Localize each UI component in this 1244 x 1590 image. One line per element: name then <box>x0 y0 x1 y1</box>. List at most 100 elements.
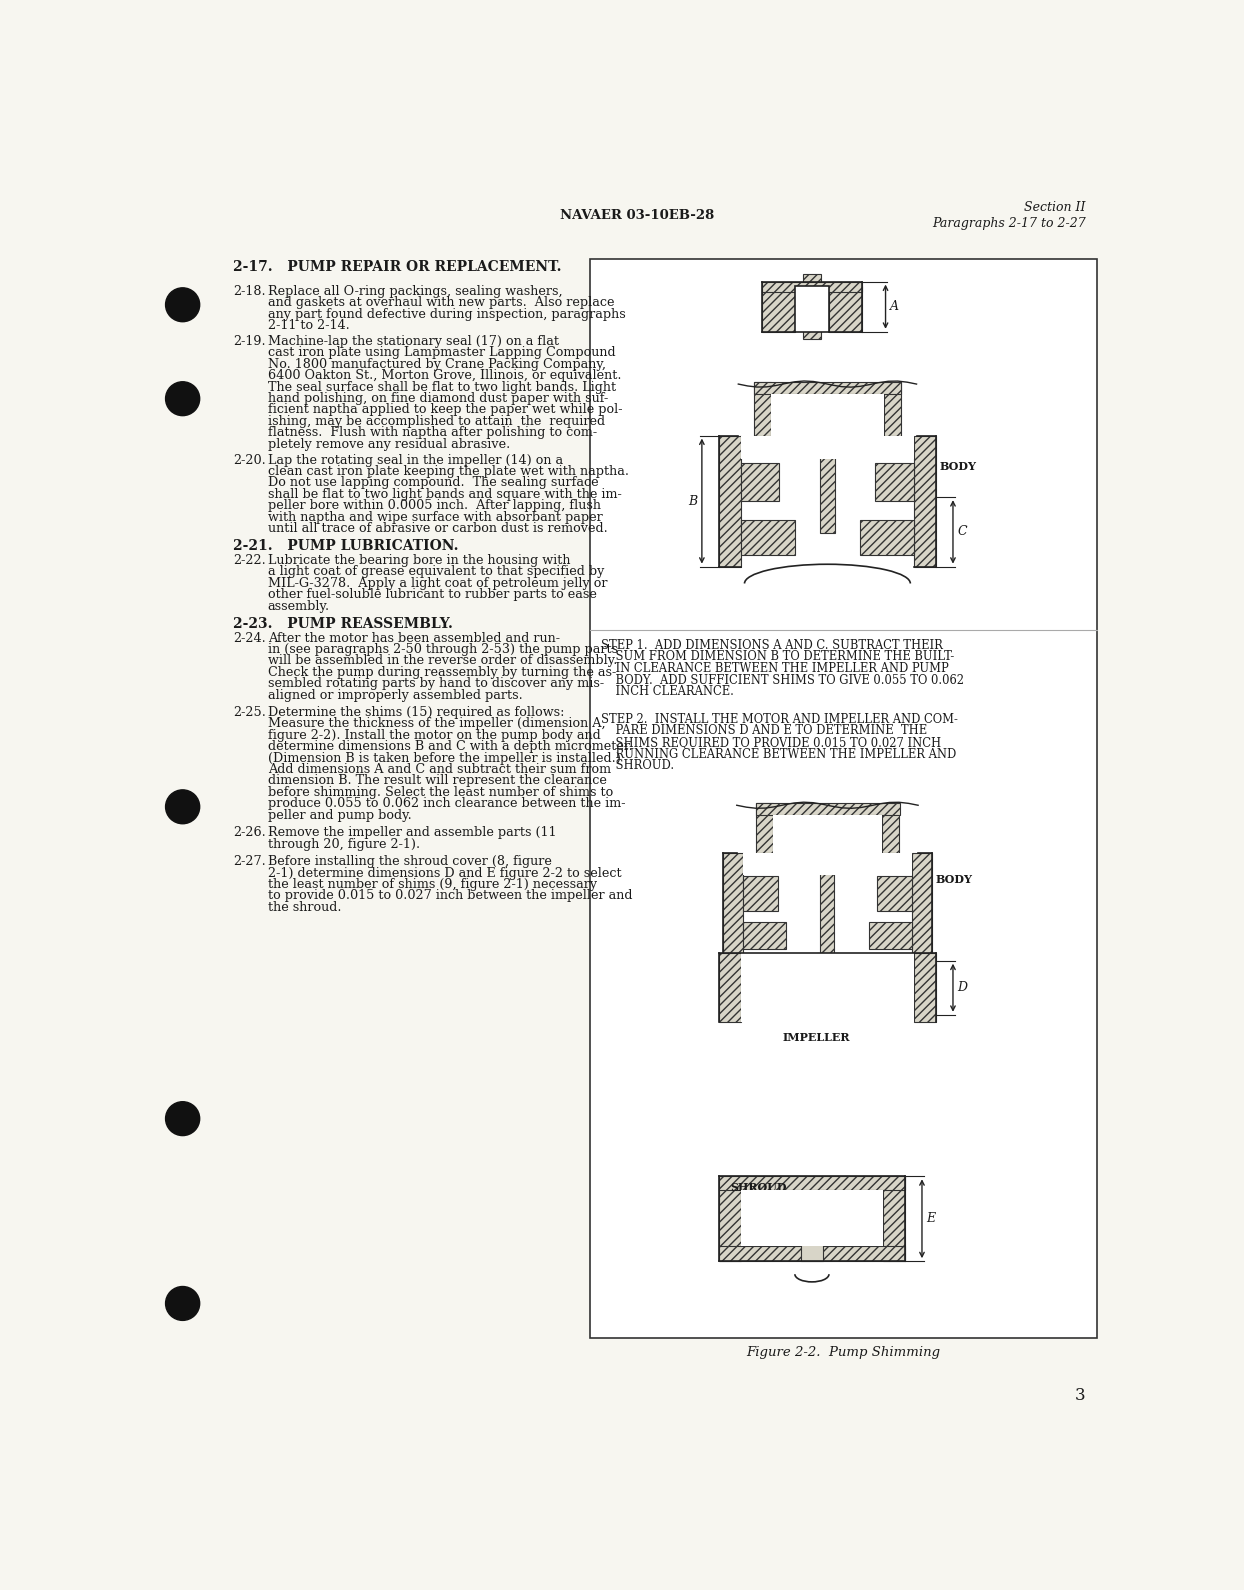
Bar <box>740 463 780 501</box>
Text: 2-23.   PUMP REASSEMBLY.: 2-23. PUMP REASSEMBLY. <box>233 617 453 631</box>
Text: ishing, may be accomplished to attain  the  required: ishing, may be accomplished to attain th… <box>267 415 605 428</box>
Text: until all trace of abrasive or carbon dust is removed.: until all trace of abrasive or carbon du… <box>267 522 607 534</box>
Text: BODY: BODY <box>939 461 977 472</box>
Bar <box>719 1245 904 1261</box>
Bar <box>740 952 914 1022</box>
Bar <box>719 952 740 1022</box>
Text: MOTOR: MOTOR <box>802 407 852 418</box>
Text: any part found defective during inspection, paragraphs: any part found defective during inspecti… <box>267 307 626 321</box>
Circle shape <box>165 382 200 415</box>
Text: Section II: Section II <box>1024 202 1086 215</box>
Text: figure 2-2). Install the motor on the pump body and: figure 2-2). Install the motor on the pu… <box>267 728 601 743</box>
Bar <box>761 281 862 293</box>
Text: determine dimensions B and C with a depth micrometer.: determine dimensions B and C with a dept… <box>267 741 633 754</box>
Bar <box>884 382 901 436</box>
Circle shape <box>165 790 200 824</box>
Bar <box>761 286 795 332</box>
Text: peller bore within 0.0005 inch.  After lapping, flush: peller bore within 0.0005 inch. After la… <box>267 499 601 512</box>
Bar <box>882 803 898 852</box>
Text: Lubricate the bearing bore in the housing with: Lubricate the bearing bore in the housin… <box>267 553 571 568</box>
Text: The seal surface shall be flat to two light bands. Light: The seal surface shall be flat to two li… <box>267 380 616 394</box>
Text: Do not use lapping compound.  The sealing surface: Do not use lapping compound. The sealing… <box>267 477 598 490</box>
Text: dimension B. The result will represent the clearance: dimension B. The result will represent t… <box>267 774 607 787</box>
Text: shall be flat to two light bands and square with the im-: shall be flat to two light bands and squ… <box>267 488 622 501</box>
Text: produce 0.055 to 0.062 inch clearance between the im-: produce 0.055 to 0.062 inch clearance be… <box>267 797 626 811</box>
Bar <box>740 436 914 460</box>
Bar <box>719 1177 740 1261</box>
Bar <box>743 852 912 874</box>
Bar <box>719 436 740 566</box>
Bar <box>756 803 899 816</box>
Bar <box>914 436 935 566</box>
Text: in (see paragraphs 2-50 through 2-53) the pump parts: in (see paragraphs 2-50 through 2-53) th… <box>267 642 618 657</box>
Text: and gaskets at overhaul with new parts.  Also replace: and gaskets at overhaul with new parts. … <box>267 296 615 308</box>
Bar <box>774 816 882 852</box>
Text: Check the pump during reassembly by turning the as-: Check the pump during reassembly by turn… <box>267 666 616 679</box>
Text: NAVAER 03-10EB-28: NAVAER 03-10EB-28 <box>561 208 714 223</box>
Text: 2-24.: 2-24. <box>233 631 266 644</box>
Text: other fuel-soluble lubricant to rubber parts to ease: other fuel-soluble lubricant to rubber p… <box>267 588 597 601</box>
Text: SHIMS REQUIRED TO PROVIDE 0.015 TO 0.027 INCH: SHIMS REQUIRED TO PROVIDE 0.015 TO 0.027… <box>601 736 942 749</box>
Bar <box>723 852 743 952</box>
Bar <box>801 1240 822 1261</box>
Bar <box>829 286 862 332</box>
Text: Replace all O-ring packings, sealing washers,: Replace all O-ring packings, sealing was… <box>267 285 562 297</box>
Text: 6400 Oakton St., Morton Grove, Illinois, or equivalent.: 6400 Oakton St., Morton Grove, Illinois,… <box>267 369 621 382</box>
Text: SHROUD: SHROUD <box>730 1181 787 1192</box>
Text: SHROUD.: SHROUD. <box>601 758 674 773</box>
Text: 2-21.   PUMP LUBRICATION.: 2-21. PUMP LUBRICATION. <box>233 539 459 553</box>
Text: Determine the shims (15) required as follows:: Determine the shims (15) required as fol… <box>267 706 565 719</box>
Text: with naptha and wipe surface with absorbant paper: with naptha and wipe surface with absorb… <box>267 510 602 523</box>
Bar <box>756 803 774 852</box>
Text: Lap the rotating seal in the impeller (14) on a: Lap the rotating seal in the impeller (1… <box>267 453 564 466</box>
Circle shape <box>165 1102 200 1135</box>
Text: Remove the impeller and assemble parts (11: Remove the impeller and assemble parts (… <box>267 827 556 840</box>
Text: the least number of shims (9, figure 2-1) necessary: the least number of shims (9, figure 2-1… <box>267 878 597 890</box>
Bar <box>877 876 912 911</box>
Text: MIL-G-3278.  Apply a light coat of petroleum jelly or: MIL-G-3278. Apply a light coat of petrol… <box>267 577 607 590</box>
Circle shape <box>165 1286 200 1320</box>
Text: 2-20.: 2-20. <box>233 453 266 466</box>
Text: cast iron plate using Lampmaster Lapping Compound: cast iron plate using Lampmaster Lapping… <box>267 347 616 359</box>
Bar <box>743 876 778 911</box>
Text: RUNNING CLEARANCE BETWEEN THE IMPELLER AND: RUNNING CLEARANCE BETWEEN THE IMPELLER A… <box>601 747 957 760</box>
Text: Figure 2-2.  Pump Shimming: Figure 2-2. Pump Shimming <box>746 1345 940 1359</box>
Text: before shimming. Select the least number of shims to: before shimming. Select the least number… <box>267 785 613 798</box>
Bar <box>771 394 884 436</box>
Text: D: D <box>958 981 968 994</box>
Bar <box>883 1177 904 1261</box>
Bar <box>802 273 821 339</box>
Bar <box>821 816 835 954</box>
Bar <box>820 394 835 533</box>
Text: PARE DIMENSIONS D AND E TO DETERMINE  THE: PARE DIMENSIONS D AND E TO DETERMINE THE <box>601 725 927 738</box>
Text: IN CLEARANCE BETWEEN THE IMPELLER AND PUMP: IN CLEARANCE BETWEEN THE IMPELLER AND PU… <box>601 661 949 676</box>
Bar <box>754 382 901 394</box>
Text: 2-19.: 2-19. <box>233 335 266 348</box>
Text: 2-18.: 2-18. <box>233 285 266 297</box>
Text: 2-26.: 2-26. <box>233 827 266 840</box>
Text: SUM FROM DIMENSION B TO DETERMINE THE BUILT-: SUM FROM DIMENSION B TO DETERMINE THE BU… <box>601 650 954 663</box>
Text: flatness.  Flush with naptha after polishing to com-: flatness. Flush with naptha after polish… <box>267 426 597 439</box>
Text: ficient naptha applied to keep the paper wet while pol-: ficient naptha applied to keep the paper… <box>267 404 622 417</box>
Text: E: E <box>927 1212 935 1226</box>
Text: Measure the thickness of the impeller (dimension A,: Measure the thickness of the impeller (d… <box>267 717 606 730</box>
Text: B: B <box>688 494 697 507</box>
Text: aligned or improperly assembled parts.: aligned or improperly assembled parts. <box>267 688 522 701</box>
Text: A: A <box>891 301 899 313</box>
Text: (Dimension B is taken before the impeller is installed.): (Dimension B is taken before the impelle… <box>267 752 621 765</box>
Text: 2-25.: 2-25. <box>233 706 266 719</box>
Text: clean cast iron plate keeping the plate wet with naptha.: clean cast iron plate keeping the plate … <box>267 464 629 479</box>
Bar <box>914 952 935 1022</box>
Text: 2-17.   PUMP REPAIR OR REPLACEMENT.: 2-17. PUMP REPAIR OR REPLACEMENT. <box>233 261 561 273</box>
Text: peller and pump body.: peller and pump body. <box>267 809 412 822</box>
Text: 2-27.: 2-27. <box>233 855 266 868</box>
Text: assembly.: assembly. <box>267 599 330 612</box>
Text: Paragraphs 2-17 to 2-27: Paragraphs 2-17 to 2-27 <box>932 216 1086 229</box>
Circle shape <box>165 288 200 321</box>
Text: BODY: BODY <box>935 875 973 886</box>
Text: Machine-lap the stationary seal (17) on a flat: Machine-lap the stationary seal (17) on … <box>267 335 559 348</box>
Text: C: C <box>958 525 968 539</box>
Text: 3: 3 <box>1075 1388 1086 1404</box>
Text: will be assembled in the reverse order of disassembly.: will be assembled in the reverse order o… <box>267 655 617 668</box>
Bar <box>754 382 771 436</box>
